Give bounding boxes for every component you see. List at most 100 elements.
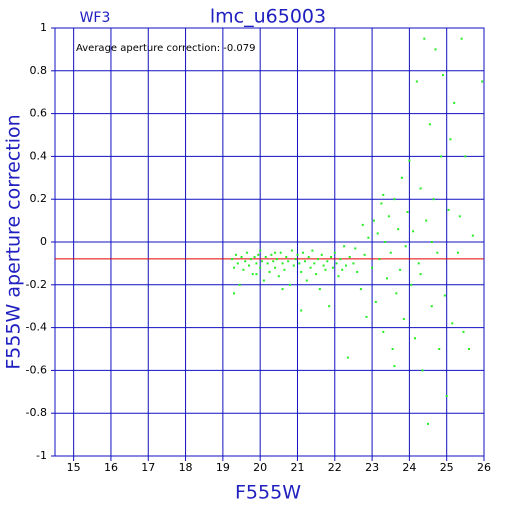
point [238, 283, 241, 286]
point [374, 300, 377, 303]
point [395, 292, 398, 295]
point [253, 255, 256, 258]
point [399, 268, 402, 271]
point [287, 260, 290, 263]
y-tick-label: 0.2 [30, 192, 48, 205]
point [320, 253, 323, 256]
point [257, 253, 260, 256]
point [436, 251, 439, 254]
x-tick-label: 22 [328, 461, 342, 474]
plot-frame [54, 27, 485, 457]
point [240, 255, 243, 258]
point [393, 365, 396, 368]
point [300, 270, 303, 273]
point [356, 270, 359, 273]
point [324, 268, 327, 271]
point [285, 255, 288, 258]
point [307, 255, 310, 258]
point [447, 208, 450, 211]
point [352, 262, 355, 265]
x-tick-label: 24 [402, 461, 416, 474]
point [428, 123, 431, 126]
point [415, 80, 418, 83]
y-tick-label: -0.4 [26, 321, 47, 334]
point [281, 288, 284, 291]
point [417, 262, 420, 265]
point [322, 264, 325, 267]
point [402, 318, 405, 321]
point [242, 268, 245, 271]
point [313, 262, 316, 265]
point [456, 251, 459, 254]
point [449, 138, 452, 141]
point [397, 228, 400, 231]
point [255, 262, 258, 265]
point [365, 315, 368, 318]
point [247, 264, 250, 267]
point [337, 275, 340, 278]
point [296, 253, 299, 256]
point [259, 249, 262, 252]
point [234, 253, 237, 256]
point [453, 101, 456, 104]
point [451, 322, 454, 325]
point [303, 260, 306, 263]
point [410, 283, 413, 286]
point [412, 230, 415, 233]
point [440, 155, 443, 158]
point [268, 270, 271, 273]
point [406, 211, 409, 214]
point [266, 262, 269, 265]
y-tick-label: 1 [40, 21, 47, 34]
point [434, 48, 437, 51]
point [244, 260, 247, 263]
point [423, 37, 426, 40]
point [309, 266, 312, 269]
point [372, 219, 375, 222]
point [277, 275, 280, 278]
point [378, 258, 381, 261]
x-tick-label: 26 [477, 461, 491, 474]
point [425, 219, 428, 222]
point [344, 264, 347, 267]
point [300, 309, 303, 312]
point [316, 258, 319, 261]
point [419, 273, 422, 276]
point [354, 247, 357, 250]
point [462, 330, 465, 333]
y-tick-label: 0.6 [30, 107, 48, 120]
chart-subtitle: WF3 [80, 10, 111, 26]
point [264, 255, 267, 258]
point [367, 236, 370, 239]
x-axis-label: F555W [235, 482, 301, 504]
point [246, 251, 249, 254]
point [292, 264, 295, 267]
point [231, 258, 234, 261]
point [361, 223, 364, 226]
point [460, 37, 463, 40]
point [272, 260, 275, 263]
x-tick-label: 25 [440, 461, 454, 474]
point [389, 251, 392, 254]
point [283, 268, 286, 271]
point [302, 251, 305, 254]
y-tick-label: 0.8 [30, 64, 48, 77]
point [421, 369, 424, 372]
point [249, 258, 252, 261]
point [471, 234, 474, 237]
point [404, 245, 407, 248]
x-tick-label: 19 [216, 461, 230, 474]
x-tick-label: 23 [365, 461, 379, 474]
point [261, 260, 264, 263]
point [251, 273, 254, 276]
point [259, 266, 262, 269]
point [391, 348, 394, 350]
point [290, 249, 293, 252]
x-tick-label: 15 [67, 461, 81, 474]
point [341, 268, 344, 271]
point [458, 215, 461, 218]
point [343, 245, 346, 248]
point [432, 198, 435, 201]
chart-title: lmc_u65003 [210, 6, 326, 28]
